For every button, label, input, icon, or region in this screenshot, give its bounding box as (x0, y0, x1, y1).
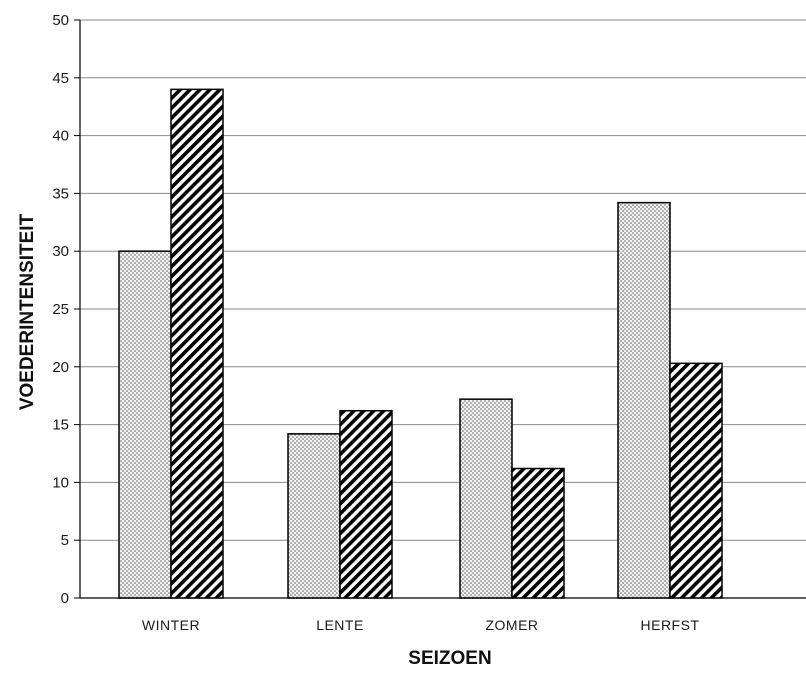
y-tick-label: 40 (52, 128, 69, 145)
bar-hatched-zomer (511, 467, 565, 599)
y-tick-label: 5 (61, 532, 69, 549)
y-tick-label: 35 (52, 185, 69, 202)
bar-dotted-lente (287, 433, 341, 599)
y-axis-title: VOEDERINTENSITEIT (17, 213, 38, 410)
bar-dotted-winter (118, 250, 172, 599)
y-tick-label: 15 (52, 417, 69, 434)
y-tick-labels: 0 5 10 15 20 25 30 35 40 45 50 (52, 12, 69, 607)
bar-dotted-herfst (617, 201, 671, 599)
bars (118, 88, 723, 599)
y-tick-label: 0 (61, 590, 69, 607)
y-tick-label: 10 (52, 474, 69, 491)
y-tick-label: 25 (52, 301, 69, 318)
bar-hatched-herfst (669, 362, 723, 599)
y-tick-label: 30 (52, 243, 69, 260)
x-category-label: LENTE (316, 617, 364, 633)
x-category-label: HERFST (641, 617, 700, 633)
y-tick-label: 20 (52, 359, 69, 376)
bar-hatched-winter (170, 88, 224, 599)
bar-hatched-lente (339, 409, 393, 599)
x-axis-title: SEIZOEN (408, 648, 491, 668)
x-category-label: ZOMER (485, 617, 538, 633)
y-tick-label: 45 (52, 70, 69, 87)
x-category-label: WINTER (142, 617, 200, 633)
bar-dotted-zomer (459, 398, 513, 599)
y-tick-label: 50 (52, 12, 69, 29)
x-category-labels: WINTER LENTE ZOMER HERFST (142, 617, 700, 633)
